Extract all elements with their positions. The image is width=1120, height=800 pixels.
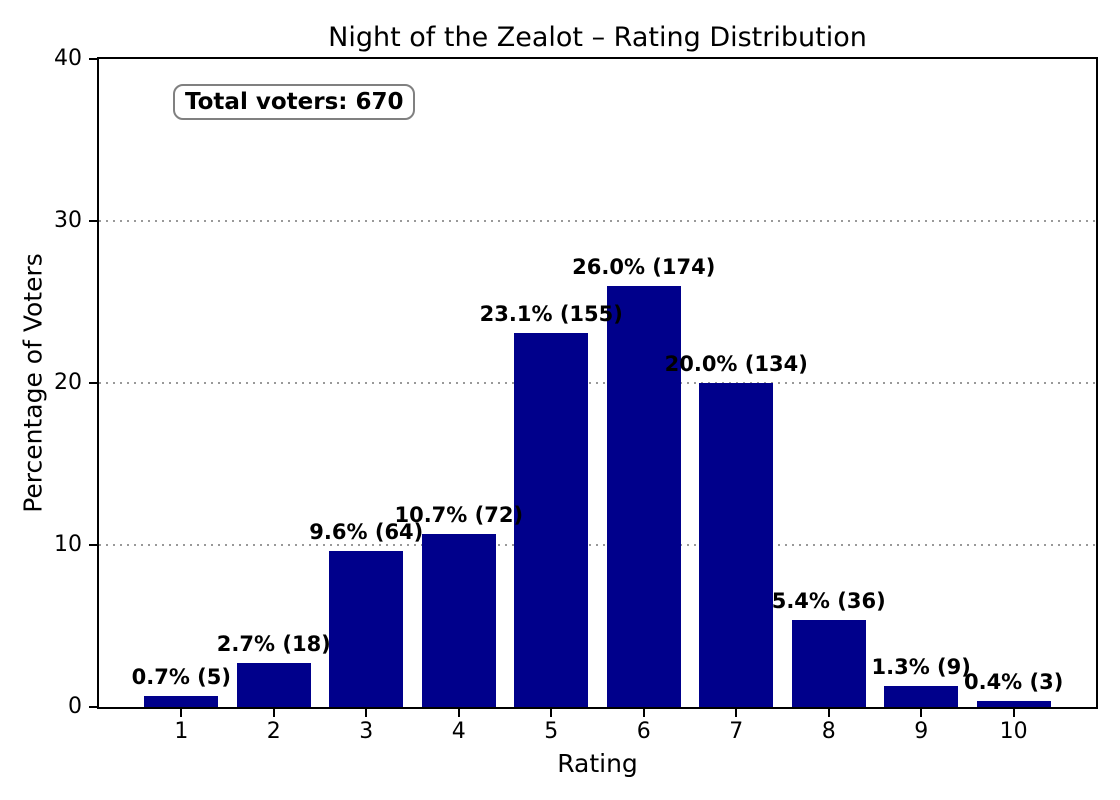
gridline-y30 (99, 220, 1096, 222)
bar-value-label: 23.1% (155) (479, 301, 623, 326)
x-tick-mark (272, 709, 275, 717)
bar-rating-8 (791, 619, 866, 707)
bar-rating-2 (236, 663, 311, 707)
bar-rating-7 (699, 383, 774, 707)
y-tick-mark (89, 544, 97, 546)
x-tick-label: 6 (636, 719, 651, 744)
bar-value-label: 2.7% (18) (216, 632, 331, 657)
y-tick-label: 40 (54, 46, 82, 71)
bar-value-label: 20.0% (134) (664, 352, 808, 376)
y-tick-mark (89, 58, 97, 60)
x-tick-label: 7 (729, 719, 744, 744)
bar-rating-6 (606, 285, 681, 707)
plot-area: 0.7% (5) 2.7% (18) 9.6% (64) 10.7% (72) 23.1… (99, 59, 1096, 707)
x-tick-mark (1012, 709, 1015, 717)
bar-rating-1 (144, 695, 219, 707)
x-tick-mark (642, 709, 645, 717)
bar-value-label: 10.7% (72) (394, 502, 524, 527)
x-tick-label: 4 (451, 719, 466, 744)
bar-value-label: 5.4% (36) (771, 588, 886, 613)
x-tick-mark (920, 709, 923, 717)
bar-value-label: 0.7% (5) (131, 664, 231, 689)
x-tick-mark (735, 709, 738, 717)
x-tick-label: 10 (999, 719, 1028, 744)
bar-rating-4 (421, 533, 496, 707)
bar-value-label: 1.3% (9) (871, 654, 971, 679)
x-tick-label: 9 (914, 719, 929, 744)
y-tick-mark (89, 706, 97, 708)
x-tick-mark (550, 709, 553, 717)
bar-value-label: 0.4% (3) (963, 669, 1064, 694)
y-tick-mark (89, 382, 97, 384)
x-tick-label: 3 (359, 719, 374, 744)
x-tick-label: 5 (544, 719, 559, 744)
gridline-y10 (99, 544, 1096, 546)
y-tick-mark (89, 220, 97, 222)
y-tick-label: 30 (54, 208, 82, 233)
chart-title: Night of the Zealot – Rating Distributio… (328, 22, 867, 53)
bar-rating-3 (329, 551, 404, 707)
x-tick-label: 2 (266, 719, 281, 744)
x-tick-label: 8 (821, 719, 836, 744)
x-tick-mark (827, 709, 830, 717)
bar-rating-5 (514, 332, 589, 707)
total-voters-annotation: Total voters: 670 (173, 84, 416, 120)
bar-value-label: 26.0% (174) (572, 254, 716, 279)
x-axis-label: Rating (557, 749, 638, 778)
x-tick-mark (180, 709, 183, 717)
y-tick-label: 20 (54, 370, 82, 395)
y-tick-label: 10 (54, 532, 82, 557)
y-tick-label: 0 (68, 694, 82, 719)
bar-rating-10 (976, 700, 1051, 707)
x-tick-label: 1 (174, 719, 189, 744)
x-tick-mark (365, 709, 368, 717)
bar-value-label: 9.6% (64) (309, 520, 424, 545)
x-tick-mark (457, 709, 460, 717)
bar-rating-9 (884, 685, 959, 707)
gridline-y20 (99, 382, 1096, 384)
